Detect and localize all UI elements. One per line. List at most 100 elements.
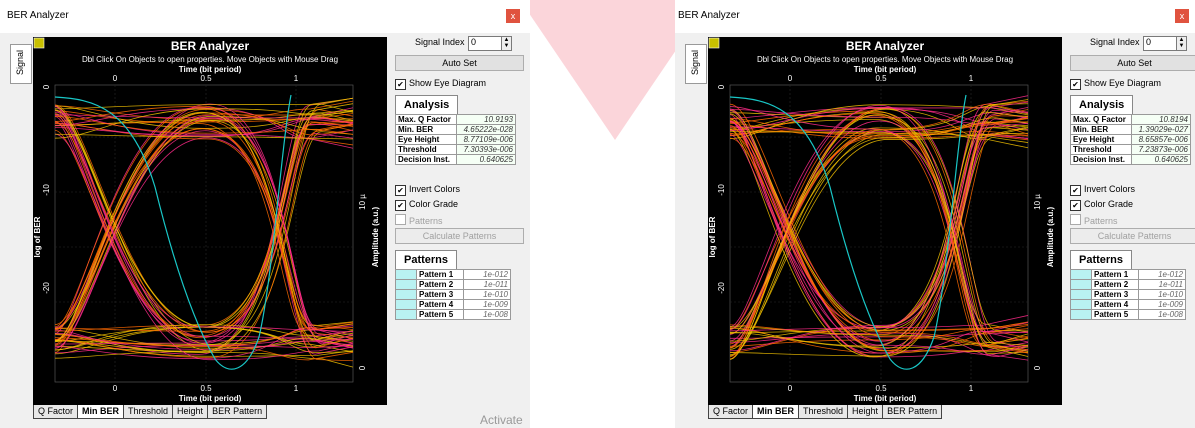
pattern-value: 1e-009	[463, 299, 511, 310]
y-left-tick-20: -20	[717, 282, 726, 294]
x-tick-top-0: 0	[788, 74, 793, 83]
tab-min-ber[interactable]: Min BER	[77, 405, 125, 419]
signal-index-spinner[interactable]: 0 ▲ ▼	[468, 36, 512, 51]
pattern-key: Pattern 4	[1091, 299, 1139, 310]
signal-index-label: Signal Index	[1090, 37, 1140, 47]
auto-set-button[interactable]: Auto Set	[395, 55, 524, 71]
close-icon[interactable]: x	[1175, 9, 1189, 23]
eye-trace	[729, 105, 1029, 357]
eye-trace	[54, 113, 354, 337]
eye-trace	[54, 112, 354, 342]
y-right-tick-10u: 10 µ	[358, 194, 367, 210]
analysis-row: Min. BER 4.65222e-028	[395, 124, 516, 135]
tab-threshold[interactable]: Threshold	[123, 405, 174, 419]
eye-trace	[54, 334, 354, 361]
activate-watermark: Activate	[480, 413, 523, 427]
y-left-tick-10: -10	[717, 184, 726, 196]
tab-min-ber[interactable]: Min BER	[752, 405, 800, 419]
auto-set-button[interactable]: Auto Set	[1070, 55, 1195, 71]
eye-trace	[729, 332, 1029, 357]
eye-trace	[54, 111, 354, 343]
tab-height[interactable]: Height	[847, 405, 884, 419]
x-axis-top-label: Time (bit period)	[179, 65, 242, 74]
eye-traces	[729, 95, 1029, 361]
pattern-swatch	[1070, 309, 1092, 320]
pattern-row: Pattern 2 1e-011	[1070, 279, 1186, 290]
ber-analyzer-window-1: BER Analyzer x Signal BER Analyzer Dbl C…	[0, 0, 530, 428]
patterns-tab[interactable]: Patterns	[395, 250, 458, 269]
eye-trace	[54, 123, 354, 358]
bottom-tab-strip: Q Factor Min BER Threshold Height BER Pa…	[33, 405, 268, 419]
analysis-key: Max. Q Factor	[1070, 114, 1132, 125]
tab-threshold[interactable]: Threshold	[798, 405, 849, 419]
invert-colors-checkbox[interactable]: ✔ Invert Colors	[1070, 184, 1135, 196]
spinner-arrows-icon[interactable]: ▲ ▼	[501, 37, 511, 50]
eye-diagram-plot[interactable]: BER Analyzer Dbl Click On Objects to ope…	[33, 37, 387, 405]
eye-trace	[729, 114, 1029, 360]
tab-ber-pattern[interactable]: BER Pattern	[882, 405, 943, 419]
pattern-row: Pattern 1 1e-012	[1070, 269, 1186, 280]
analysis-tab[interactable]: Analysis	[1070, 95, 1134, 114]
pattern-key: Pattern 4	[416, 299, 464, 310]
eye-trace	[729, 118, 1029, 331]
x-tick-top-05: 0.5	[200, 74, 212, 83]
eye-trace	[729, 124, 1029, 358]
eye-trace	[54, 120, 354, 332]
color-grade-checkbox[interactable]: ✔ Color Grade	[395, 199, 458, 211]
eye-trace	[729, 132, 1029, 350]
eye-trace	[729, 108, 1029, 335]
signal-index-spinner[interactable]: 0 ▲ ▼	[1143, 36, 1187, 51]
eye-trace	[54, 137, 354, 349]
patterns-tab[interactable]: Patterns	[1070, 250, 1133, 269]
calculate-patterns-button[interactable]: Calculate Patterns	[1070, 228, 1195, 244]
signal-side-tab[interactable]: Signal	[685, 44, 707, 84]
tab-ber-pattern[interactable]: BER Pattern	[207, 405, 268, 419]
eye-trace	[729, 112, 1029, 344]
signal-side-tab[interactable]: Signal	[10, 44, 32, 84]
tab-q-factor[interactable]: Q Factor	[708, 405, 754, 419]
eye-trace	[729, 107, 1029, 345]
eye-trace	[729, 118, 1029, 328]
analysis-tab[interactable]: Analysis	[395, 95, 459, 114]
eye-trace	[54, 105, 354, 344]
tab-height[interactable]: Height	[172, 405, 209, 419]
spinner-arrows-icon[interactable]: ▲ ▼	[1176, 37, 1186, 50]
show-eye-diagram-checkbox[interactable]: ✔ Show Eye Diagram	[1070, 78, 1161, 90]
eye-trace	[54, 107, 354, 330]
eye-trace	[54, 112, 354, 342]
eye-trace	[54, 121, 354, 333]
eye-trace	[54, 105, 354, 129]
calculate-patterns-button[interactable]: Calculate Patterns	[395, 228, 524, 244]
x-tick-top-0: 0	[113, 74, 118, 83]
analysis-row: Max. Q Factor 10.9193	[395, 114, 516, 125]
eye-trace	[54, 133, 354, 361]
y-axis-right-label: Amplitude (a.u.)	[371, 206, 380, 267]
patterns-checkbox[interactable]: Patterns	[1070, 214, 1118, 226]
plot-frame	[729, 84, 1029, 383]
color-grade-checkbox[interactable]: ✔ Color Grade	[1070, 199, 1133, 211]
analysis-value: 8.77109e-006	[456, 134, 516, 145]
analysis-value: 10.8194	[1131, 114, 1191, 125]
eye-trace	[729, 108, 1029, 342]
analysis-row: Decision Inst. 0.640625	[395, 154, 516, 165]
pattern-swatch	[1070, 289, 1092, 300]
eye-trace	[729, 104, 1029, 356]
analysis-value: 7.23873e-006	[1131, 144, 1191, 155]
eye-trace	[729, 118, 1029, 330]
analysis-key: Decision Inst.	[395, 154, 457, 165]
tab-q-factor[interactable]: Q Factor	[33, 405, 79, 419]
signal-side-tab-label: Signal	[15, 49, 25, 75]
eye-trace	[54, 121, 354, 339]
analysis-key: Threshold	[395, 144, 457, 155]
eye-diagram-plot[interactable]: BER Analyzer Dbl Click On Objects to ope…	[708, 37, 1062, 405]
pattern-row: Pattern 5 1e-008	[1070, 309, 1186, 320]
close-icon[interactable]: x	[506, 9, 520, 23]
invert-colors-label: Invert Colors	[409, 184, 461, 194]
eye-trace	[54, 128, 354, 345]
pattern-row: Pattern 5 1e-008	[395, 309, 511, 320]
show-eye-diagram-checkbox[interactable]: ✔ Show Eye Diagram	[395, 78, 486, 90]
eye-trace	[54, 110, 354, 344]
invert-colors-checkbox[interactable]: ✔ Invert Colors	[395, 184, 460, 196]
checkbox-icon	[395, 214, 406, 225]
patterns-checkbox[interactable]: Patterns	[395, 214, 443, 226]
